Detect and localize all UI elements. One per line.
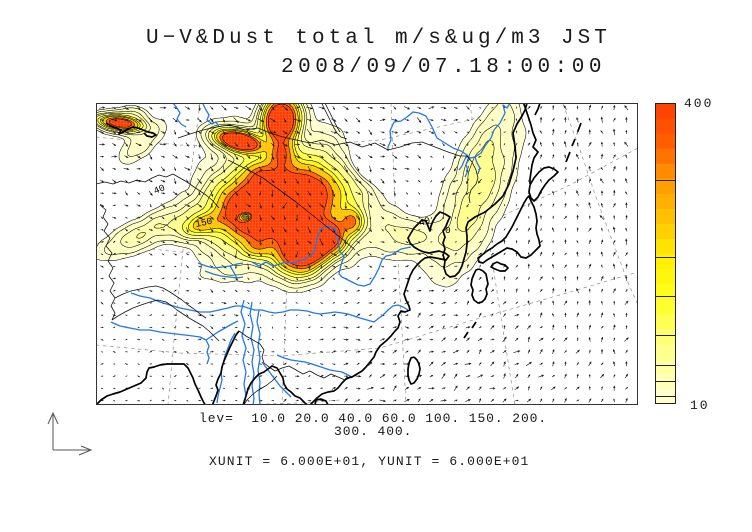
svg-text:0: 0 [445,225,451,236]
svg-text:150: 150 [194,216,213,230]
svg-text:40: 40 [418,215,433,229]
svg-text:40: 40 [152,182,167,197]
